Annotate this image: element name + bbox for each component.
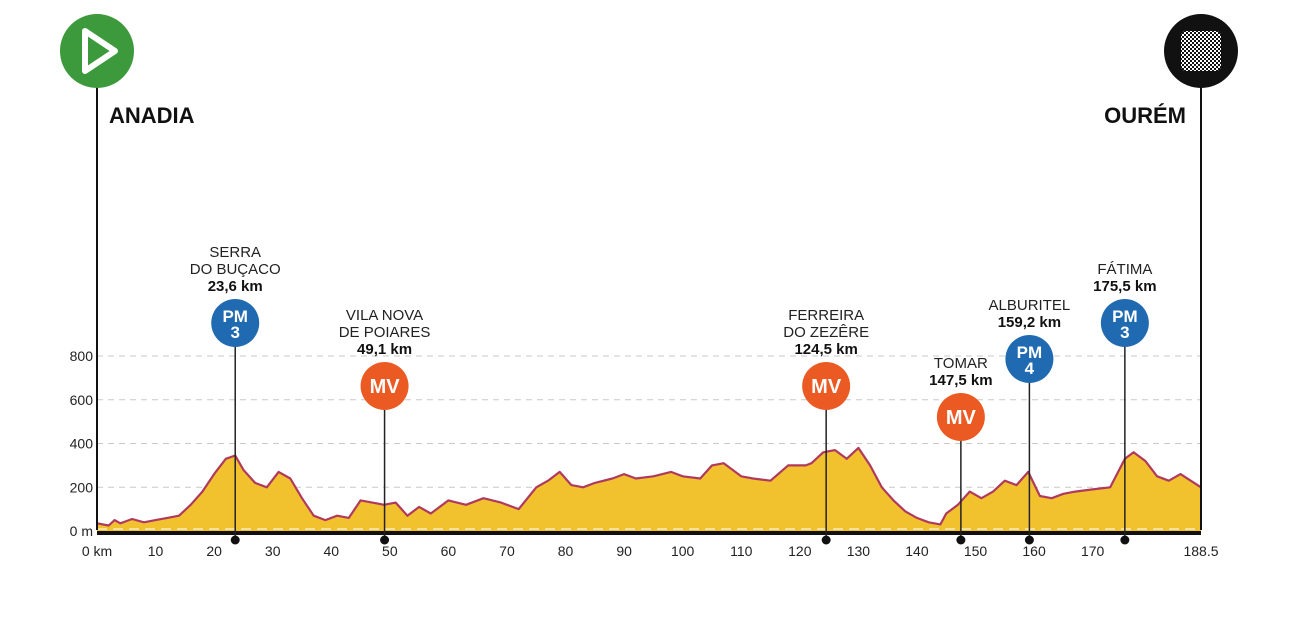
badge-category: 3 (230, 323, 239, 342)
y-axis-labels: 0 m 200 400 600 800 (70, 348, 94, 539)
x-tick-label: 80 (558, 543, 574, 559)
marker-badge (211, 299, 260, 347)
marker-km-label: 23,6 km (208, 278, 263, 295)
start-icon (60, 14, 134, 88)
finish-flag-icon (1164, 14, 1238, 88)
badge-label: MV (811, 376, 842, 398)
marker-badge (1100, 299, 1149, 347)
x-tick-label: 0 km (82, 543, 112, 559)
badge-category: 4 (1025, 359, 1035, 378)
x-tick-label: 90 (616, 543, 632, 559)
badge-category: 3 (1120, 323, 1129, 342)
marker-km-label: 175,5 km (1093, 278, 1156, 295)
start-label: ANADIA (109, 103, 195, 128)
y-tick-label: 200 (70, 479, 94, 495)
marker-badge (360, 362, 409, 410)
x-tick-label: 150 (964, 543, 988, 559)
finish-label: OURÉM (1104, 103, 1186, 128)
x-tick-label: 170 (1081, 543, 1105, 559)
marker-dot (821, 535, 831, 545)
badge-label: PM (222, 307, 248, 326)
marker-name: FERREIRA (788, 307, 864, 324)
x-axis: 0 km 10 20 30 40 50 60 70 80 90 100 110 120 130 140 150… (82, 528, 1219, 559)
x-tick-label: 30 (265, 543, 281, 559)
x-tick-label: 40 (323, 543, 339, 559)
marker-dot (956, 535, 966, 545)
marker-badge (1005, 335, 1054, 383)
marker-name: FÁTIMA (1097, 261, 1152, 278)
x-tick-label: 70 (499, 543, 515, 559)
x-tick-label: 110 (730, 543, 753, 559)
marker-name: DE POIARES (339, 324, 431, 341)
marker-km-label: 49,1 km (357, 341, 412, 358)
elevation-profile (96, 446, 1202, 531)
marker-badge (936, 393, 985, 441)
marker-dot (1024, 535, 1034, 545)
marker-km-label: 147,5 km (929, 372, 992, 389)
profile-line (96, 446, 1202, 527)
y-tick-label: 800 (70, 348, 94, 364)
x-tick-label: 100 (671, 543, 695, 559)
marker-name: VILA NOVA (346, 307, 423, 324)
marker-dot (230, 535, 240, 545)
badge-label: MV (370, 376, 401, 398)
badge-label: PM (1112, 307, 1138, 326)
marker-km-label: 159,2 km (998, 314, 1061, 331)
x-tick-label: 60 (441, 543, 457, 559)
badge-label: MV (946, 407, 977, 429)
x-tick-label: 130 (847, 543, 871, 559)
y-tick-label: 600 (70, 392, 94, 408)
marker-name: SERRA (209, 244, 261, 261)
marker-name: DO BUÇACO (190, 261, 281, 278)
marker-dot (1120, 535, 1130, 545)
profile-area (97, 447, 1201, 531)
badge-label: PM (1017, 343, 1043, 362)
marker-name: ALBURITEL (989, 297, 1071, 314)
x-tick-label: 20 (206, 543, 222, 559)
y-tick-label: 0 m (70, 523, 93, 539)
y-tick-label: 400 (70, 436, 94, 452)
marker-km-label: 124,5 km (794, 341, 857, 358)
x-tick-label: 50 (382, 543, 398, 559)
marker-name: DO ZEZÊRE (783, 324, 869, 341)
x-tick-label: 188.5 (1183, 543, 1218, 559)
x-tick-label: 160 (1022, 543, 1046, 559)
marker-name: TOMAR (934, 355, 988, 372)
x-tick-label: 120 (788, 543, 812, 559)
marker-badge (802, 362, 851, 410)
x-tick-label: 10 (148, 543, 164, 559)
x-tick-label: 140 (905, 543, 929, 559)
marker-dot (380, 535, 390, 545)
